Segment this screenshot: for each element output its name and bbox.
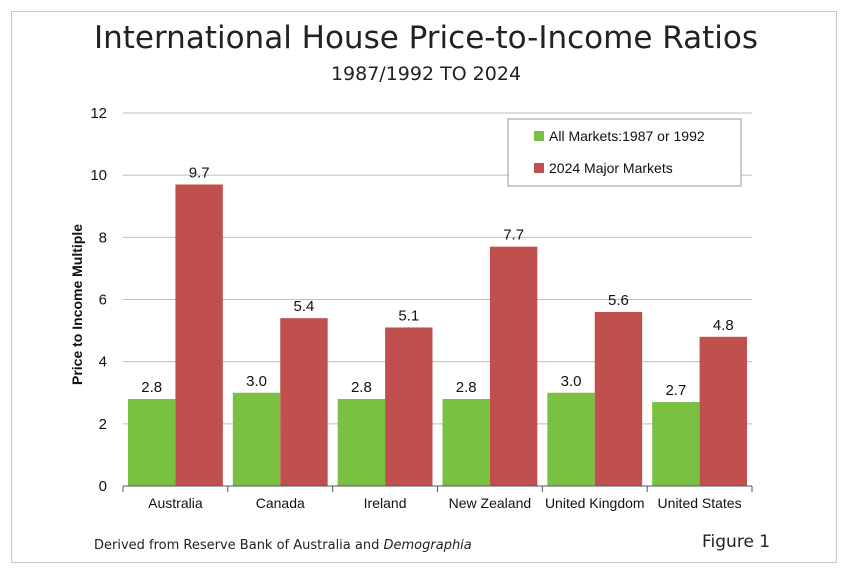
bar	[489, 246, 538, 486]
bar	[337, 398, 386, 486]
x-axis-tick-labels: Australia Canada Ireland New Zealand United …	[148, 495, 741, 511]
bar	[547, 392, 595, 486]
x-axis-tick-marks	[122, 486, 753, 492]
value-labels: 2.8 9.7 3.0 5.4 2.8 5.1 2.8 7.7 3.0 5.6 2.7 4.8	[141, 164, 733, 399]
legend-box	[507, 118, 742, 187]
y-tick-label: 8	[99, 229, 107, 246]
x-tick-label: Canada	[256, 495, 305, 511]
data-label: 9.7	[189, 164, 210, 181]
y-tick-label: 4	[99, 354, 107, 371]
x-tick-label: Ireland	[364, 495, 407, 511]
x-tick-label: New Zealand	[449, 495, 532, 511]
data-label: 5.1	[398, 307, 419, 324]
bar	[385, 327, 433, 486]
data-label: 2.8	[351, 379, 372, 396]
x-tick-label: Australia	[148, 495, 203, 511]
bars	[128, 184, 747, 486]
source-text: Derived from Reserve Bank of Australia a…	[94, 538, 384, 553]
legend-label: All Markets:1987 or 1992	[549, 128, 705, 144]
y-axis-label: Price to Income Multiple	[69, 224, 85, 385]
source-emphasis: Demographia	[383, 538, 472, 553]
y-axis-tick-labels: 0 2 4 6 8 10 12	[90, 105, 107, 495]
data-label: 2.8	[456, 379, 477, 396]
y-tick-label: 0	[99, 478, 107, 495]
legend-swatch	[534, 163, 544, 173]
source-footnote: Derived from Reserve Bank of Australia a…	[94, 538, 472, 553]
bar	[442, 398, 490, 486]
chart-subtitle: 1987/1992 TO 2024	[330, 63, 522, 85]
figure-label: Figure 1	[702, 532, 771, 552]
data-label: 4.8	[713, 317, 734, 334]
data-label: 2.7	[665, 382, 686, 399]
y-tick-label: 6	[99, 292, 107, 309]
data-label: 3.0	[246, 373, 267, 390]
bar	[232, 392, 281, 486]
bar	[594, 311, 643, 486]
legend-label: 2024 Major Markets	[549, 160, 673, 176]
y-tick-label: 10	[90, 167, 107, 184]
data-label: 2.8	[141, 379, 162, 396]
bar	[128, 398, 176, 486]
bar	[652, 402, 700, 486]
x-tick-label: United States	[658, 495, 742, 511]
legend-swatch	[534, 131, 544, 141]
chart-title: International House Price-to-Income Rati…	[93, 20, 759, 56]
bar	[175, 184, 223, 486]
data-label: 5.6	[608, 292, 629, 309]
bar	[280, 318, 328, 486]
bar	[699, 336, 747, 486]
legend: All Markets:1987 or 1992 2024 Major Marke…	[507, 118, 742, 187]
y-tick-label: 2	[99, 416, 107, 433]
data-label: 5.4	[294, 298, 315, 315]
data-label: 3.0	[561, 373, 582, 390]
y-tick-label: 12	[90, 105, 107, 122]
x-tick-label: United Kingdom	[545, 495, 645, 511]
data-label: 7.7	[503, 227, 524, 244]
